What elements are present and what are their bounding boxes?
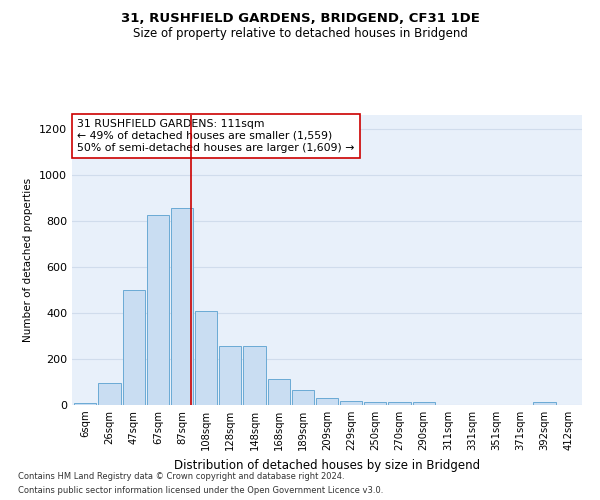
Bar — [219, 346, 241, 405]
Bar — [388, 402, 410, 405]
Bar — [340, 401, 362, 405]
Text: Contains public sector information licensed under the Open Government Licence v3: Contains public sector information licen… — [18, 486, 383, 495]
Bar — [98, 383, 121, 405]
Bar — [195, 311, 217, 405]
Bar — [316, 398, 338, 405]
Bar — [122, 290, 145, 405]
Bar — [74, 403, 97, 405]
Text: Contains HM Land Registry data © Crown copyright and database right 2024.: Contains HM Land Registry data © Crown c… — [18, 472, 344, 481]
Bar — [533, 402, 556, 405]
Bar — [292, 390, 314, 405]
Bar — [364, 402, 386, 405]
Text: 31 RUSHFIELD GARDENS: 111sqm
← 49% of detached houses are smaller (1,559)
50% of: 31 RUSHFIELD GARDENS: 111sqm ← 49% of de… — [77, 120, 355, 152]
Bar — [146, 215, 169, 405]
Y-axis label: Number of detached properties: Number of detached properties — [23, 178, 34, 342]
Bar — [244, 346, 266, 405]
Text: 31, RUSHFIELD GARDENS, BRIDGEND, CF31 1DE: 31, RUSHFIELD GARDENS, BRIDGEND, CF31 1D… — [121, 12, 479, 26]
Bar — [171, 208, 193, 405]
Bar — [413, 402, 435, 405]
Text: Size of property relative to detached houses in Bridgend: Size of property relative to detached ho… — [133, 28, 467, 40]
X-axis label: Distribution of detached houses by size in Bridgend: Distribution of detached houses by size … — [174, 458, 480, 471]
Bar — [268, 378, 290, 405]
